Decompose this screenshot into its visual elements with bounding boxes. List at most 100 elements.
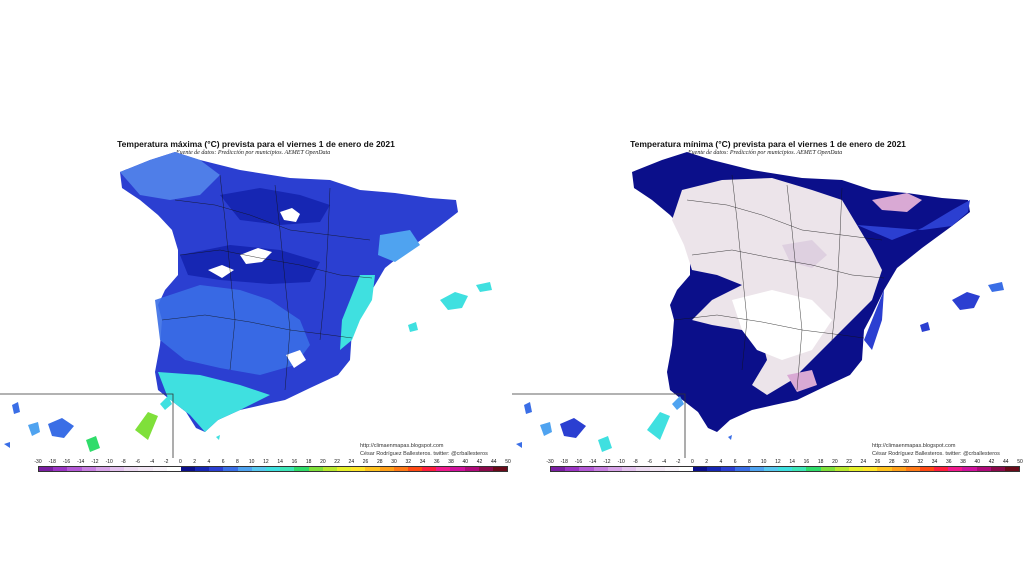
scale-color-swatch <box>792 467 807 471</box>
scale-tick-label: 10 <box>760 459 767 465</box>
scale-color-swatch <box>436 467 451 471</box>
scale-tick-label: -30 <box>34 459 42 465</box>
scale-color-swatch <box>166 467 181 471</box>
scale-tick-label: -6 <box>135 459 140 465</box>
scale-tick-label: 12 <box>263 459 269 465</box>
scale-color-swatch <box>351 467 366 471</box>
scale-color-swatch <box>322 467 337 471</box>
scale-tick-label: 18 <box>305 459 312 465</box>
scale-tick-label: -30 <box>546 459 554 465</box>
scale-ticks: -30 -18 -16 -14 -12 -10 -8 -6 -4 -2 0 2 4 6 8 10 12 14 16 1… <box>546 459 1023 466</box>
scale-color-swatch <box>336 467 352 471</box>
scale-tick-label: 50 <box>1017 459 1023 465</box>
scale-tick-label: -14 <box>589 459 597 465</box>
scale-tick-label: 0 <box>691 459 694 465</box>
scale-tick-label: -8 <box>633 459 638 465</box>
scale-tick-label: 10 <box>248 459 255 465</box>
scale-tick-label: -8 <box>121 459 126 465</box>
scale-color-swatch <box>422 467 437 471</box>
map-source: Fuente de datos: Predicción por municipi… <box>176 150 331 156</box>
scale-color-swatch <box>863 467 878 471</box>
scale-color-swatch <box>109 467 125 471</box>
scale-color-swatch <box>664 467 679 471</box>
scale-tick-label: -18 <box>48 459 56 465</box>
scale-tick-label: 16 <box>803 459 810 465</box>
scale-color-swatch <box>976 467 991 471</box>
scale-color-swatch <box>621 467 637 471</box>
scale-tick-label: -4 <box>661 459 667 465</box>
scale-color-swatch <box>877 467 892 471</box>
scale-color-swatch <box>81 467 96 471</box>
scale-color-swatch <box>579 467 594 471</box>
scale-tick-label: 40 <box>462 459 469 465</box>
temperature-scale: -30 -18 -16 -14 -12 -10 -8 -6 -4 -2 0 2 4 6 8 10 12 14 16 1… <box>546 459 1023 473</box>
scale-color-swatch <box>934 467 949 471</box>
scale-color-swatch <box>806 467 821 471</box>
scale-tick-label: 32 <box>917 459 924 465</box>
scale-tick-label: 2 <box>193 459 197 465</box>
scale-tick-label: 20 <box>320 459 326 465</box>
scale-tick-label: 6 <box>733 459 737 465</box>
scale-tick-label: -18 <box>560 459 568 465</box>
scale-color-swatch <box>266 467 281 471</box>
scale-color-swatch <box>407 467 423 471</box>
scale-tick-label: 14 <box>789 459 795 465</box>
scale-color-swatch <box>152 467 167 471</box>
scale-tick-label: 28 <box>889 459 895 465</box>
credit-author: César Rodríguez Ballesteros. twitter: @c… <box>360 451 488 457</box>
temperature-scale: -30 -18 -16 -14 -12 -10 -8 -6 -4 -2 0 2 4 6 8 10 12 14 16 1… <box>34 459 511 473</box>
scale-tick-label: 0 <box>179 459 182 465</box>
scale-color-swatch <box>820 467 835 471</box>
scale-color-swatch <box>948 467 963 471</box>
scale-tick-label: 4 <box>719 459 723 465</box>
scale-color-swatch <box>280 467 295 471</box>
scale-color-swatch <box>905 467 920 471</box>
scale-bar <box>38 466 508 472</box>
balearic-islands <box>952 292 980 310</box>
scale-tick-label: 34 <box>419 459 426 465</box>
scale-color-swatch <box>749 467 764 471</box>
scale-tick-label: -2 <box>163 459 169 465</box>
scale-tick-label: -6 <box>647 459 652 465</box>
scale-color-swatch <box>763 467 778 471</box>
scale-color-swatch <box>551 467 566 471</box>
scale-tick-label: 6 <box>221 459 225 465</box>
scale-ticks: -30 -18 -16 -14 -12 -10 -8 -6 -4 -2 0 2 4 6 8 10 12 14 16 1… <box>34 459 510 466</box>
scale-tick-label: 44 <box>490 459 497 465</box>
scale-tick-label: 32 <box>405 459 412 465</box>
scale-color-swatch <box>379 467 394 471</box>
credit-author: César Rodríguez Ballesteros. twitter: @c… <box>872 451 1000 457</box>
scale-tick-label: -16 <box>574 459 583 465</box>
scale-tick-label: 4 <box>207 459 211 465</box>
scale-tick-label: -10 <box>105 459 113 465</box>
scale-tick-label: -2 <box>675 459 681 465</box>
scale-color-swatch <box>962 467 977 471</box>
scale-tick-label: 22 <box>846 459 852 465</box>
scale-color-swatch <box>778 467 793 471</box>
scale-tick-label: -14 <box>77 459 85 465</box>
scale-color-swatch <box>365 467 380 471</box>
scale-tick-label: 20 <box>832 459 838 465</box>
scale-tick-label: 36 <box>434 459 440 465</box>
scale-tick-label: 26 <box>874 459 881 465</box>
scale-color-swatch <box>209 467 224 471</box>
scale-color-swatch <box>478 467 493 471</box>
scale-color-swatch <box>848 467 864 471</box>
scale-color-swatch <box>294 467 309 471</box>
scale-tick-label: 22 <box>334 459 340 465</box>
min-temp-panel: Temperatura mínima (°C) prevista para el… <box>512 0 1024 576</box>
scale-tick-label: 18 <box>817 459 824 465</box>
scale-tick-label: 28 <box>377 459 383 465</box>
scale-tick-label: 26 <box>362 459 369 465</box>
credit-url: http://climaenmapas.blogspot.com <box>360 443 444 449</box>
scale-color-swatch <box>707 467 722 471</box>
map-source: Fuente de datos: Predicción por municipi… <box>688 150 843 156</box>
scale-color-swatch <box>721 467 736 471</box>
scale-tick-label: 8 <box>236 459 239 465</box>
scale-color-swatch <box>636 467 651 471</box>
scale-tick-label: -4 <box>149 459 155 465</box>
scale-tick-label: 38 <box>960 459 966 465</box>
scale-tick-label: 2 <box>705 459 709 465</box>
scale-tick-label: 14 <box>277 459 283 465</box>
canary-islands <box>516 396 684 452</box>
